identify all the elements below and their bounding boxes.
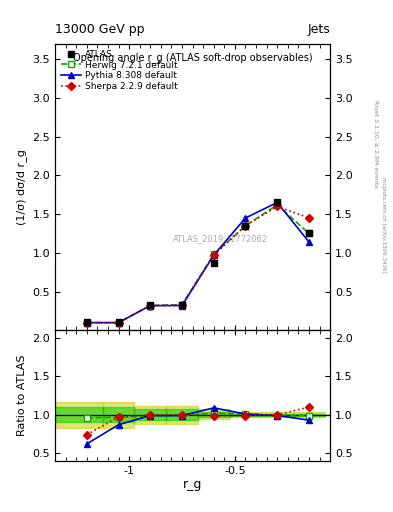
Herwig 7.2.1 default [116, 319, 121, 326]
Y-axis label: (1/σ) dσ/d r_g: (1/σ) dσ/d r_g [16, 149, 27, 225]
Text: Rivet 3.1.10, ≥ 2.9M events: Rivet 3.1.10, ≥ 2.9M events [373, 99, 378, 187]
Line: Sherpa 2.2.9 default: Sherpa 2.2.9 default [84, 204, 312, 326]
Text: Jets: Jets [307, 23, 330, 36]
Pythia 8.308 default [180, 303, 184, 309]
Herwig 7.2.1 default [307, 230, 311, 237]
Herwig 7.2.1 default [275, 202, 279, 208]
Line: ATLAS: ATLAS [84, 199, 312, 325]
Line: Pythia 8.308 default: Pythia 8.308 default [84, 199, 312, 326]
Y-axis label: Ratio to ATLAS: Ratio to ATLAS [17, 355, 27, 436]
ATLAS [211, 260, 216, 266]
Sherpa 2.2.9 default [116, 319, 121, 326]
Legend: ATLAS, Herwig 7.2.1 default, Pythia 8.308 default, Sherpa 2.2.9 default: ATLAS, Herwig 7.2.1 default, Pythia 8.30… [59, 48, 179, 93]
ATLAS [116, 319, 121, 325]
Pythia 8.308 default [243, 215, 248, 221]
Herwig 7.2.1 default [148, 303, 152, 309]
Sherpa 2.2.9 default [180, 302, 184, 308]
Text: 13000 GeV pp: 13000 GeV pp [55, 23, 145, 36]
X-axis label: r_g: r_g [183, 478, 202, 492]
Text: mcplots.cern.ch [arXiv:1306.3436]: mcplots.cern.ch [arXiv:1306.3436] [381, 178, 386, 273]
Sherpa 2.2.9 default [148, 303, 152, 309]
Pythia 8.308 default [275, 199, 279, 205]
Pythia 8.308 default [116, 319, 121, 326]
Sherpa 2.2.9 default [211, 252, 216, 258]
Sherpa 2.2.9 default [84, 319, 89, 326]
ATLAS [148, 302, 152, 308]
Sherpa 2.2.9 default [307, 215, 311, 221]
Herwig 7.2.1 default [243, 223, 248, 229]
Text: ATLAS_2019_I1772062: ATLAS_2019_I1772062 [173, 234, 268, 243]
ATLAS [307, 230, 311, 237]
ATLAS [275, 199, 279, 205]
ATLAS [243, 223, 248, 229]
Text: Opening angle r_g (ATLAS soft-drop observables): Opening angle r_g (ATLAS soft-drop obser… [73, 52, 312, 63]
Pythia 8.308 default [148, 303, 152, 309]
Herwig 7.2.1 default [84, 319, 89, 326]
Pythia 8.308 default [307, 239, 311, 245]
Line: Herwig 7.2.1 default: Herwig 7.2.1 default [84, 202, 312, 326]
ATLAS [180, 302, 184, 308]
Herwig 7.2.1 default [211, 251, 216, 258]
Sherpa 2.2.9 default [243, 223, 248, 229]
Pythia 8.308 default [211, 252, 216, 258]
Pythia 8.308 default [84, 319, 89, 326]
ATLAS [84, 319, 89, 325]
Sherpa 2.2.9 default [275, 203, 279, 209]
Herwig 7.2.1 default [180, 302, 184, 308]
